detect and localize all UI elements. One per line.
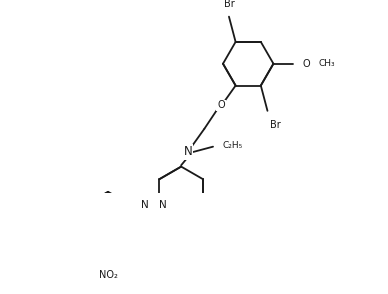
Text: CH₃: CH₃: [319, 59, 335, 68]
Text: N: N: [184, 146, 192, 158]
Text: O: O: [303, 59, 310, 69]
Text: C₂H₅: C₂H₅: [222, 141, 242, 150]
Text: O: O: [217, 101, 225, 111]
Text: NO₂: NO₂: [99, 270, 118, 280]
Text: Br: Br: [270, 120, 281, 130]
Text: Br: Br: [223, 0, 234, 9]
Text: N: N: [159, 201, 166, 211]
Text: N: N: [141, 201, 149, 211]
